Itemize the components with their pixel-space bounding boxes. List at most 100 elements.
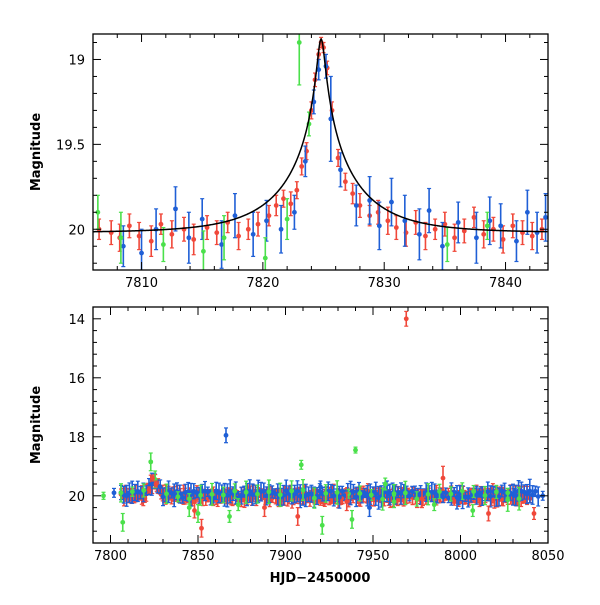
bottom-blue-band-point (225, 483, 230, 508)
top-blue-data-point (302, 145, 308, 178)
bottom-green-band-point (448, 486, 454, 502)
top-red-data-point (108, 220, 114, 246)
bottom-green-band-point (471, 484, 477, 498)
top-green-data-point (201, 230, 206, 270)
top-blue-data-point (416, 208, 422, 261)
bottom-red-data-point (440, 465, 446, 491)
bottom-green-band-point (380, 487, 386, 511)
top-panel-ticks: 7810 7820 7830 7840 19 19.5 20 (56, 34, 548, 291)
bottom-blue-band-point (339, 485, 345, 497)
top-blue-data-point (455, 201, 461, 244)
top-red-data-point (442, 211, 448, 237)
top-blue-data-point (487, 196, 493, 246)
bottom-green-band-point (243, 480, 249, 504)
top-green-data-point (221, 215, 227, 261)
bottom-y-tick-label: 16 (68, 372, 85, 387)
top-red-data-point (350, 182, 356, 205)
bottom-green-band-point (414, 491, 420, 507)
bottom-green-band-point (402, 480, 408, 506)
bottom-blue-data-point (223, 427, 229, 444)
top-blue-data-point (173, 186, 178, 232)
bottom-green-band-point (334, 480, 340, 505)
top-red-data-point (432, 218, 438, 241)
full-season-panel: 7800 7850 7900 7950 8000 8050 14 16 18 20 Magnitu… (29, 306, 565, 586)
bottom-blue-band-point (398, 482, 404, 505)
bottom-green-data-point (227, 509, 232, 523)
bottom-green-band-point (141, 483, 147, 498)
bottom-green-data-point (470, 504, 476, 518)
bottom-green-data-point (101, 491, 106, 500)
bottom-green-band-point (255, 484, 260, 504)
top-blue-data-point (120, 225, 126, 268)
bottom-green-data-point (431, 498, 437, 512)
bottom-green-band-point (232, 483, 238, 499)
bottom-green-data-point (505, 487, 511, 498)
bottom-blue-data-point (111, 487, 117, 498)
bottom-green-data-point (349, 509, 355, 529)
bottom-green-band-point (493, 484, 499, 500)
bottom-red-data-point (199, 518, 204, 538)
bottom-blue-band-point (535, 486, 541, 507)
top-red-data-point (481, 220, 487, 249)
top-green-data-point (484, 211, 490, 241)
top-blue-data-point (426, 187, 432, 234)
bottom-panel-data-layer (101, 310, 546, 538)
bottom-green-band-point (289, 480, 295, 502)
bottom-green-band-point (437, 483, 442, 500)
bottom-blue-band-point (485, 481, 491, 502)
bottom-blue-band-point (309, 484, 314, 503)
top-red-data-point (255, 211, 261, 237)
top-green-data-point (118, 211, 124, 264)
top-blue-data-point (199, 198, 205, 241)
top-blue-data-point (292, 194, 297, 230)
top-blue-data-point (232, 192, 238, 239)
top-blue-data-point (186, 211, 192, 264)
top-red-data-point (423, 221, 428, 251)
bottom-red-data-point (344, 492, 350, 512)
bottom-blue-band-point (440, 490, 446, 504)
bottom-x-tick-label: 7800 (94, 549, 127, 564)
top-red-data-point (529, 221, 535, 251)
bottom-green-band-point (164, 483, 169, 505)
zoomed-event-panel: 7810 7820 7830 7840 19 19.5 20 Magnitude (29, 33, 549, 291)
top-red-data-point (471, 206, 477, 229)
bottom-green-data-point (353, 446, 358, 454)
top-red-data-point (342, 172, 348, 191)
top-red-data-point (136, 221, 142, 251)
bottom-y-tick-label: 18 (68, 431, 85, 446)
top-blue-data-point (402, 194, 408, 247)
top-red-data-point (266, 204, 272, 227)
top-red-data-point (236, 221, 242, 251)
top-red-data-point (294, 181, 300, 200)
top-blue-data-point (219, 220, 225, 269)
top-green-data-point (284, 198, 290, 241)
bottom-green-data-point (148, 452, 154, 472)
bottom-red-data-point (262, 498, 267, 518)
bottom-green-band-point (277, 482, 283, 508)
bottom-green-data-point (186, 498, 192, 518)
bottom-green-band-point (425, 483, 431, 506)
top-red-data-point (191, 223, 197, 256)
bottom-blue-band-point (353, 486, 359, 508)
top-red-data-point (214, 220, 220, 246)
top-blue-data-point (440, 221, 445, 270)
top-red-data-point (273, 194, 279, 217)
bottom-blue-data-point (367, 498, 372, 518)
bottom-blue-band-point (530, 485, 535, 505)
top-y-tick-label: 20 (68, 223, 85, 238)
bottom-green-data-point (391, 495, 397, 509)
bottom-blue-band-point (527, 478, 533, 504)
bottom-blue-band-point (283, 479, 289, 503)
bottom-green-band-point (266, 479, 272, 505)
bottom-blue-band-point (474, 485, 479, 505)
bottom-blue-data-point (456, 492, 462, 506)
bottom-green-data-point (235, 498, 241, 512)
top-blue-data-point (514, 220, 519, 263)
top-red-data-point (204, 215, 210, 241)
top-blue-data-point (338, 152, 343, 188)
bottom-green-band-point (220, 486, 226, 504)
top-red-data-point (461, 218, 467, 244)
top-blue-data-point (376, 201, 382, 251)
top-panel-y-axis-label: Magnitude (29, 113, 44, 192)
top-x-tick-label: 7810 (125, 276, 158, 291)
